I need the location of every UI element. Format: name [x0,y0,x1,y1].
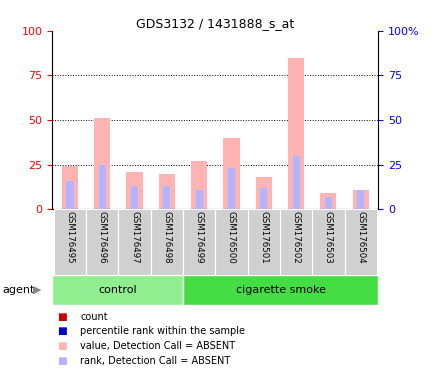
Bar [215,209,247,275]
Text: value, Detection Call = ABSENT: value, Detection Call = ABSENT [80,341,235,351]
Bar [62,166,78,209]
Bar [131,186,138,209]
Bar [195,190,202,209]
Bar [247,209,279,275]
Bar [319,193,335,209]
Bar [52,275,182,305]
Bar [287,58,303,209]
Bar [279,209,312,275]
Text: percentile rank within the sample: percentile rank within the sample [80,326,245,336]
Text: control: control [98,285,136,295]
Bar [344,209,376,275]
Bar [66,181,73,209]
Text: ■: ■ [56,312,66,322]
Bar [150,209,183,275]
Text: ■: ■ [56,356,66,366]
Text: ■: ■ [56,341,66,351]
Bar [191,161,207,209]
Text: GSM176502: GSM176502 [291,211,300,264]
Bar [182,275,378,305]
Text: ■: ■ [56,326,66,336]
Bar [183,209,215,275]
Bar [163,186,170,209]
Bar [260,188,267,209]
Bar [54,209,86,275]
Bar [356,190,363,209]
Bar [255,177,271,209]
Bar [312,209,344,275]
Bar [292,156,299,209]
Bar [86,209,118,275]
Bar [324,197,331,209]
Bar [126,172,142,209]
Bar [99,165,105,209]
Text: ▶: ▶ [33,285,41,295]
Text: agent: agent [2,285,34,295]
Text: GSM176503: GSM176503 [323,211,332,264]
Text: GSM176504: GSM176504 [355,211,365,264]
Text: count: count [80,312,108,322]
Text: rank, Detection Call = ABSENT: rank, Detection Call = ABSENT [80,356,230,366]
Text: GSM176495: GSM176495 [65,211,74,264]
Bar [118,209,150,275]
Text: GSM176499: GSM176499 [194,211,203,264]
Text: GSM176500: GSM176500 [227,211,235,264]
Text: GSM176497: GSM176497 [130,211,139,264]
Bar [94,118,110,209]
Bar [158,174,174,209]
Text: GSM176501: GSM176501 [259,211,268,264]
Text: GSM176496: GSM176496 [98,211,106,264]
Bar [223,138,239,209]
Title: GDS3132 / 1431888_s_at: GDS3132 / 1431888_s_at [136,17,294,30]
Bar [227,168,234,209]
Text: GSM176498: GSM176498 [162,211,171,264]
Text: cigarette smoke: cigarette smoke [235,285,325,295]
Bar [352,190,368,209]
